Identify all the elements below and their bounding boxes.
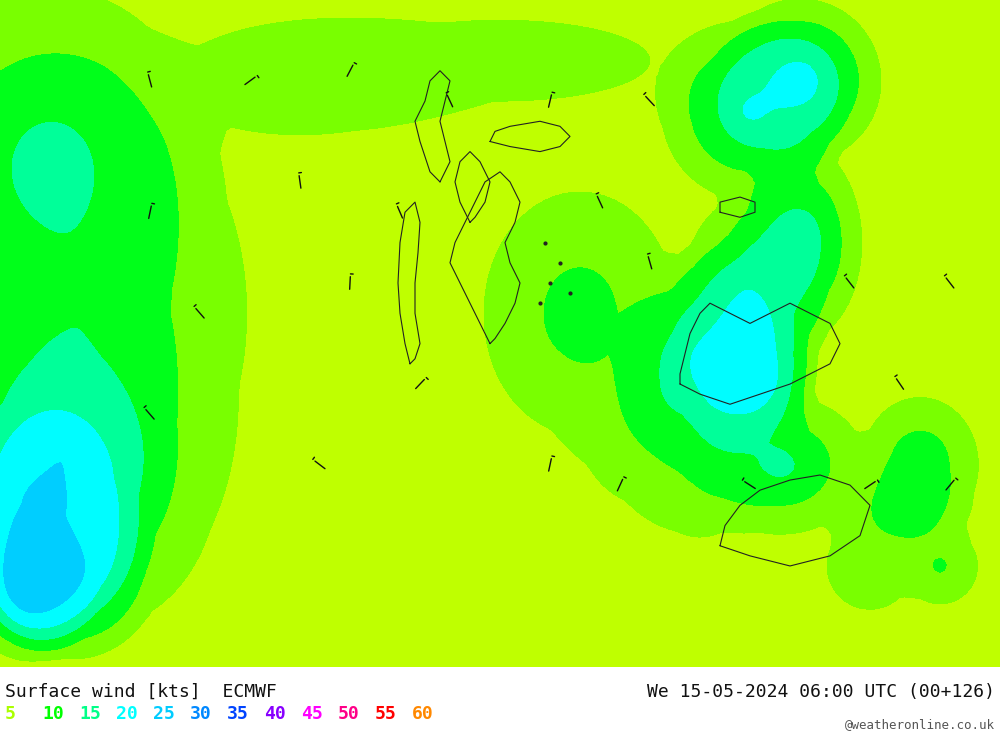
Text: 10: 10 (42, 705, 64, 723)
Text: Surface wind [kts]  ECMWF: Surface wind [kts] ECMWF (5, 683, 277, 701)
Text: @weatheronline.co.uk: @weatheronline.co.uk (845, 718, 995, 731)
Text: 60: 60 (412, 705, 434, 723)
Text: We 15-05-2024 06:00 UTC (00+126): We 15-05-2024 06:00 UTC (00+126) (647, 683, 995, 701)
Text: 25: 25 (153, 705, 175, 723)
Text: 30: 30 (190, 705, 212, 723)
Text: 55: 55 (375, 705, 397, 723)
Text: 45: 45 (301, 705, 323, 723)
Text: 5: 5 (5, 705, 16, 723)
Text: 15: 15 (79, 705, 101, 723)
Text: 20: 20 (116, 705, 138, 723)
Text: 50: 50 (338, 705, 360, 723)
Text: 35: 35 (227, 705, 249, 723)
Text: 40: 40 (264, 705, 286, 723)
